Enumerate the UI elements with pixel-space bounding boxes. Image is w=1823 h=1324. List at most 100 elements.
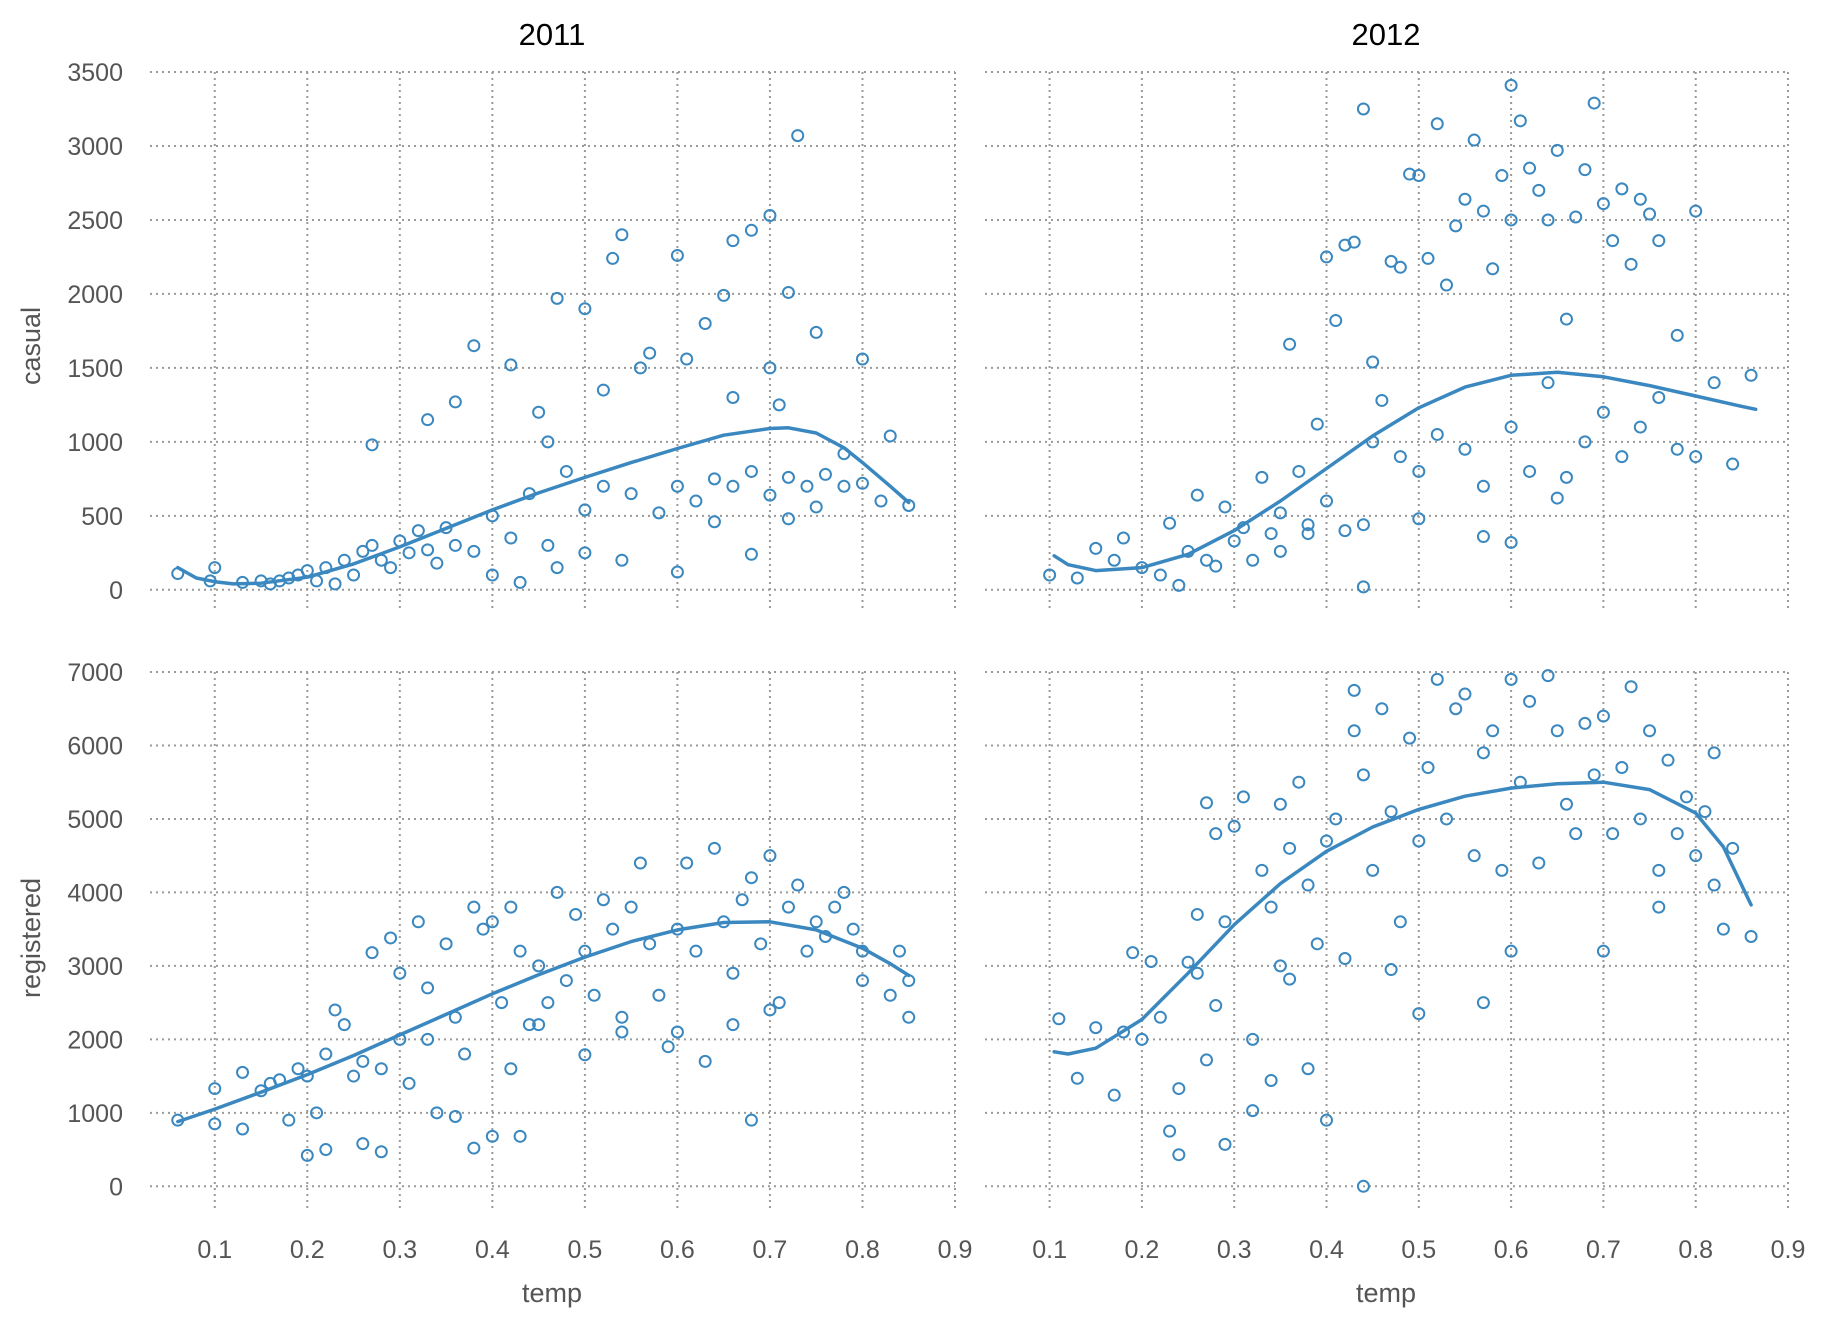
scatter-point bbox=[791, 878, 805, 892]
scatter-point bbox=[707, 841, 721, 855]
scatter-point bbox=[1707, 878, 1721, 892]
scatter-point bbox=[467, 1141, 481, 1155]
scatter-point bbox=[902, 498, 916, 512]
scatter-point bbox=[1652, 900, 1666, 914]
scatter-point bbox=[1578, 163, 1592, 177]
trend-line bbox=[1052, 370, 1758, 573]
scatter-point bbox=[485, 568, 499, 582]
scatter-point bbox=[1670, 827, 1684, 841]
scatter-point bbox=[707, 515, 721, 529]
scatter-point bbox=[411, 915, 425, 929]
scatter-point bbox=[1652, 863, 1666, 877]
y-axis-label: registered bbox=[16, 878, 46, 998]
y-tick-label: 4000 bbox=[67, 879, 123, 907]
x-tick-label: 0.8 bbox=[1678, 1236, 1713, 1264]
scatter-point bbox=[1643, 207, 1657, 221]
scatter-point bbox=[485, 915, 499, 929]
scatter-point bbox=[365, 946, 379, 960]
y-tick-label: 1000 bbox=[67, 429, 123, 457]
scatter-point bbox=[606, 922, 620, 936]
panel-2011-registered: registered temp 0 1000 2000 3000 4000 5000 600… bbox=[16, 659, 972, 1308]
scatter-point bbox=[365, 438, 379, 452]
scatter-point bbox=[1163, 516, 1177, 530]
x-tick-labels: 0.1 0.2 0.3 0.4 0.5 0.6 0.7 0.8 0.9 bbox=[197, 1236, 972, 1264]
trend-lines bbox=[176, 426, 911, 586]
scatter-point bbox=[1430, 427, 1444, 441]
scatter-point bbox=[1246, 553, 1260, 567]
scatter-point bbox=[1320, 834, 1334, 848]
scatter-point bbox=[1227, 534, 1241, 548]
scatter-point bbox=[1356, 102, 1370, 116]
scatter-point bbox=[633, 856, 647, 870]
scatter-point bbox=[1652, 390, 1666, 404]
scatter-point bbox=[356, 544, 370, 558]
scatter-point bbox=[1412, 1007, 1426, 1021]
scatter-point bbox=[1347, 235, 1361, 249]
scatter-point bbox=[1246, 1032, 1260, 1046]
scatter-point bbox=[1301, 878, 1315, 892]
scatter-point bbox=[596, 479, 610, 493]
scatter-point bbox=[846, 922, 860, 936]
scatter-point bbox=[1541, 669, 1555, 683]
scatter-point bbox=[781, 512, 795, 526]
scatter-point bbox=[485, 1129, 499, 1143]
scatter-point bbox=[615, 553, 629, 567]
scatter-point bbox=[495, 996, 509, 1010]
scatter-point bbox=[513, 1129, 527, 1143]
scatter-point bbox=[1153, 568, 1167, 582]
scatter-point bbox=[1338, 524, 1352, 538]
scatter-point bbox=[1190, 966, 1204, 980]
scatter-point bbox=[1449, 219, 1463, 233]
scatter-point bbox=[365, 538, 379, 552]
scatter-point bbox=[670, 248, 684, 262]
scatter-point bbox=[1135, 1032, 1149, 1046]
scatter-point bbox=[1689, 450, 1703, 464]
scatter-point bbox=[1200, 553, 1214, 567]
trend-lines bbox=[1052, 780, 1753, 1056]
scatter-point bbox=[837, 479, 851, 493]
scatter-point bbox=[1393, 260, 1407, 274]
scatter-point bbox=[1384, 805, 1398, 819]
y-tick-label: 2000 bbox=[67, 281, 123, 309]
scatter-point bbox=[855, 352, 869, 366]
scatter-point bbox=[763, 361, 777, 375]
scatter-point bbox=[800, 479, 814, 493]
scatter-point bbox=[1615, 182, 1629, 196]
scatter-point bbox=[689, 494, 703, 508]
scatter-point bbox=[717, 288, 731, 302]
scatter-point bbox=[643, 346, 657, 360]
scatter-point bbox=[1716, 922, 1730, 936]
scatter-point bbox=[596, 383, 610, 397]
scatter-point bbox=[1458, 192, 1472, 206]
scatter-point bbox=[1476, 746, 1490, 760]
scatter-point bbox=[1347, 724, 1361, 738]
scatter-points bbox=[1052, 669, 1758, 1193]
scatter-point bbox=[726, 966, 740, 980]
scatter-point bbox=[374, 1062, 388, 1076]
scatter-point bbox=[1209, 999, 1223, 1013]
y-tick-label: 3000 bbox=[67, 133, 123, 161]
y-tick-labels: 0 1000 2000 3000 4000 5000 6000 7000 bbox=[67, 659, 123, 1201]
scatter-point bbox=[1615, 450, 1629, 464]
scatter-point bbox=[1596, 197, 1610, 211]
scatter-point bbox=[809, 915, 823, 929]
scatter-point bbox=[772, 996, 786, 1010]
scatter-point bbox=[1504, 672, 1518, 686]
scatter-point bbox=[1190, 907, 1204, 921]
gridlines bbox=[150, 671, 956, 1212]
scatter-point bbox=[1578, 435, 1592, 449]
scatter-point bbox=[550, 561, 564, 575]
scatter-point bbox=[615, 1010, 629, 1024]
trend-line bbox=[1052, 780, 1753, 1056]
scatter-point bbox=[1670, 442, 1684, 456]
scatter-point bbox=[800, 944, 814, 958]
scatter-point bbox=[1458, 687, 1472, 701]
scatter-point bbox=[744, 1113, 758, 1127]
scatter-point bbox=[1495, 863, 1509, 877]
y-tick-label: 3500 bbox=[67, 59, 123, 87]
y-tick-labels: 0 500 1000 1500 2000 2500 3000 3500 bbox=[67, 59, 123, 605]
scatter-point bbox=[430, 556, 444, 570]
x-tick-label: 0.3 bbox=[1217, 1236, 1252, 1264]
scatter-point bbox=[1172, 1082, 1186, 1096]
